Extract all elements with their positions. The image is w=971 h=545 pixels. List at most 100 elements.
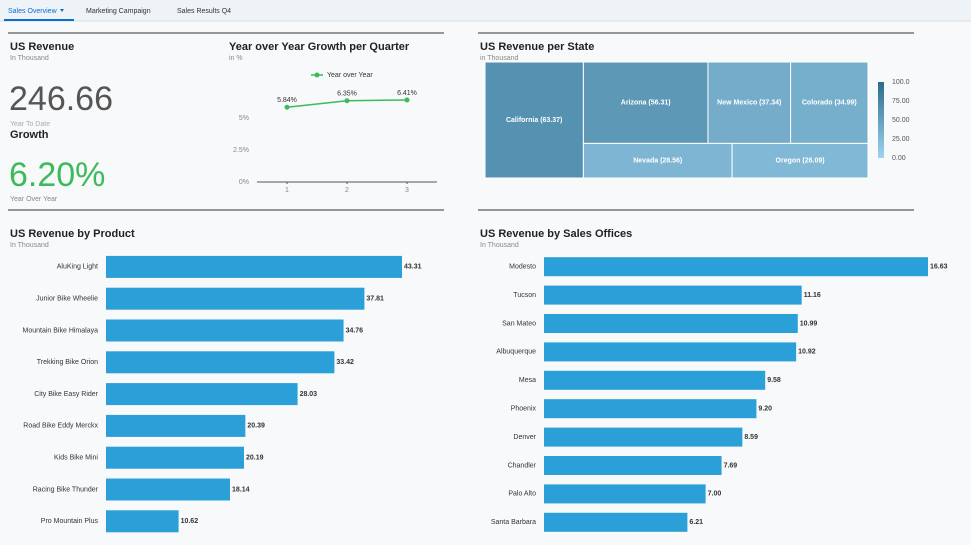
data-label: 10.99 — [800, 320, 818, 327]
category-label: Mountain Bike Himalaya — [23, 327, 99, 334]
category-label: City Bike Easy Rider — [34, 391, 98, 398]
color-scale-label: 100.0 — [892, 79, 910, 86]
category-label: Road Bike Eddy Merckx — [23, 423, 98, 430]
data-label: 5.84% — [277, 97, 297, 104]
tab-bar — [0, 0, 971, 21]
treemap-cell — [707, 61, 792, 144]
category-label: Junior Bike Wheelie — [36, 296, 98, 303]
data-label: 11.16 — [804, 292, 821, 299]
data-label: 6.35% — [337, 91, 357, 98]
x-tick-label: 1 — [285, 187, 289, 194]
treemap-label: Nevada (28.56) — [633, 158, 682, 165]
kpi-value: 6.20% — [9, 156, 105, 194]
chart-title: US Revenue per State — [480, 41, 594, 53]
bar — [106, 319, 344, 342]
data-label: 10.92 — [798, 349, 816, 356]
chart-subtitle: in % — [229, 55, 243, 62]
data-label: 6.21 — [689, 519, 703, 526]
category-label: Albuquerque — [496, 349, 536, 356]
bar — [544, 370, 766, 390]
data-label: 20.39 — [247, 423, 265, 430]
data-label: 7.69 — [724, 462, 738, 469]
color-scale — [878, 82, 884, 158]
treemap-cell — [790, 61, 869, 144]
color-scale-label: 0.00 — [892, 155, 906, 162]
data-label: 16.63 — [930, 264, 948, 271]
bar — [106, 255, 402, 278]
treemap-cell — [582, 142, 733, 179]
data-label: 9.58 — [767, 377, 781, 384]
chart-title: US Revenue by Product — [10, 228, 135, 240]
category-label: Racing Bike Thunder — [33, 486, 99, 493]
category-label: Modesto — [509, 264, 536, 271]
bar — [106, 478, 230, 501]
chart-title: US Revenue by Sales Offices — [480, 228, 632, 240]
legend-marker — [314, 72, 320, 78]
bar — [544, 456, 722, 475]
data-label: 8.59 — [744, 434, 758, 441]
tab[interactable]: Sales Results Q4 — [177, 8, 231, 15]
treemap-cell — [484, 61, 584, 179]
data-label: 20.19 — [246, 455, 264, 462]
chart-subtitle: in Thousand — [480, 55, 519, 62]
bar — [544, 314, 798, 333]
data-label: 6.41% — [397, 90, 417, 97]
category-label: Mesa — [519, 377, 536, 384]
y-tick-label: 5% — [239, 115, 249, 122]
bar — [544, 342, 797, 362]
data-label: 34.76 — [346, 327, 364, 334]
data-label: 10.62 — [181, 518, 199, 525]
kpi-caption: Year Over Year — [10, 196, 58, 203]
line-point — [284, 104, 290, 110]
treemap-label: Arizona (56.31) — [621, 100, 671, 107]
bar — [106, 414, 246, 437]
bar — [544, 285, 802, 305]
data-label: 18.14 — [232, 486, 250, 493]
color-scale-label: 75.00 — [892, 98, 910, 105]
bar — [106, 446, 244, 469]
tab-dropdown-icon[interactable] — [60, 9, 64, 12]
chart-subtitle: In Thousand — [480, 242, 519, 249]
x-tick-label: 3 — [405, 187, 409, 194]
y-tick-label: 2.5% — [233, 147, 249, 154]
data-label: 28.03 — [300, 391, 318, 398]
legend-label: Year over Year — [327, 72, 373, 79]
data-label: 33.42 — [336, 359, 354, 366]
bar — [544, 257, 928, 277]
category-label: Phoenix — [511, 406, 537, 413]
treemap-label: Colorado (34.99) — [802, 100, 857, 107]
category-label: Tucson — [513, 292, 536, 299]
data-label: 43.31 — [404, 264, 422, 271]
category-label: Chandler — [508, 462, 537, 469]
bar — [544, 484, 706, 504]
data-label: 7.00 — [708, 491, 722, 498]
tab[interactable]: Marketing Campaign — [86, 8, 151, 15]
category-label: San Mateo — [502, 320, 536, 327]
kpi-title: Growth — [10, 129, 49, 141]
kpi-title: US Revenue — [10, 41, 74, 53]
kpi-caption: Year To Date — [10, 121, 50, 128]
kpi-subtitle: In Thousand — [10, 55, 49, 62]
chart-subtitle: In Thousand — [10, 242, 49, 249]
treemap-cell — [731, 142, 869, 179]
tab[interactable]: Sales Overview — [8, 8, 58, 15]
line-point — [404, 97, 410, 103]
treemap-label: Oregon (26.09) — [776, 158, 825, 165]
data-label: 37.81 — [366, 296, 384, 303]
treemap-cell — [582, 61, 709, 144]
bar — [106, 287, 365, 310]
color-scale-label: 50.00 — [892, 117, 910, 124]
treemap-label: New Mexico (37.34) — [717, 100, 781, 107]
x-tick-label: 2 — [345, 187, 349, 194]
kpi-value: 246.66 — [9, 80, 113, 118]
category-label: Trekking Bike Orion — [37, 359, 98, 366]
active-tab-indicator — [4, 19, 74, 21]
category-label: AluKing Light — [57, 264, 98, 271]
category-label: Kids Bike Mini — [54, 455, 98, 462]
category-label: Denver — [513, 434, 536, 441]
line-point — [344, 98, 350, 104]
bar — [106, 383, 298, 406]
category-label: Santa Barbara — [491, 519, 536, 526]
data-label: 9.20 — [758, 406, 772, 413]
bar — [544, 427, 743, 447]
